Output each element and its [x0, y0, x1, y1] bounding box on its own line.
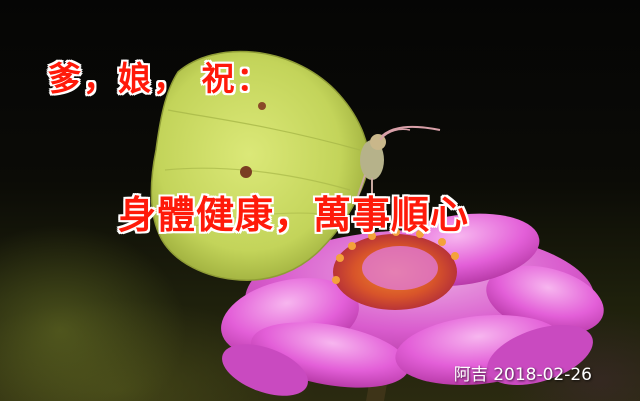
- brimstone-butterfly: [150, 50, 441, 281]
- signature-text: 阿吉 2018-02-26: [453, 365, 592, 385]
- greeting-text: 爹，娘， 祝：: [48, 59, 272, 98]
- wing-spot-icon: [240, 166, 252, 178]
- wish-text: 身體健康，萬事順心: [118, 193, 470, 237]
- zinnia-flower: [221, 213, 604, 396]
- wing-spot-icon: [258, 102, 266, 110]
